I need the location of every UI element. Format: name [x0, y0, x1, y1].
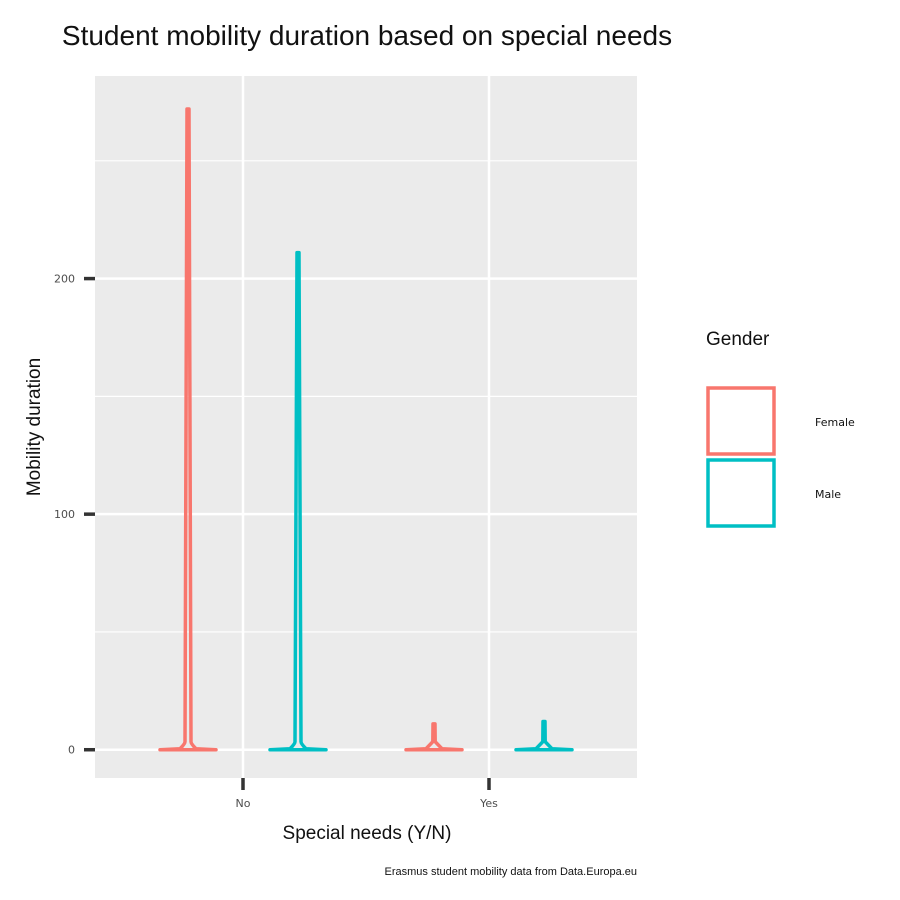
legend-label-female: Female	[815, 416, 855, 429]
axes: 0 100 200 No Yes	[54, 273, 498, 810]
y-tick-label: 200	[54, 273, 75, 286]
violin-female-no	[158, 107, 218, 752]
violins	[158, 107, 574, 752]
chart-title: Student mobility duration based on speci…	[62, 20, 672, 51]
legend-label-male: Male	[815, 488, 841, 501]
violin-female-yes	[404, 722, 464, 752]
y-tick-label: 0	[68, 744, 75, 757]
legend-title: Gender	[706, 329, 770, 350]
x-tick-label: No	[236, 797, 251, 810]
x-axis-title: Special needs (Y/N)	[283, 823, 452, 844]
violin-male-yes	[514, 719, 574, 752]
y-axis-title: Mobility duration	[24, 358, 45, 496]
caption: Erasmus student mobility data from Data.…	[384, 866, 637, 878]
x-tick-label: Yes	[479, 797, 498, 810]
legend-key-male	[706, 458, 776, 528]
violin-male-no	[268, 250, 328, 752]
plot-panel	[95, 76, 637, 778]
legend-key-female	[706, 386, 776, 456]
y-tick-label: 100	[54, 508, 75, 521]
legend: Gender Female Male	[706, 329, 855, 528]
